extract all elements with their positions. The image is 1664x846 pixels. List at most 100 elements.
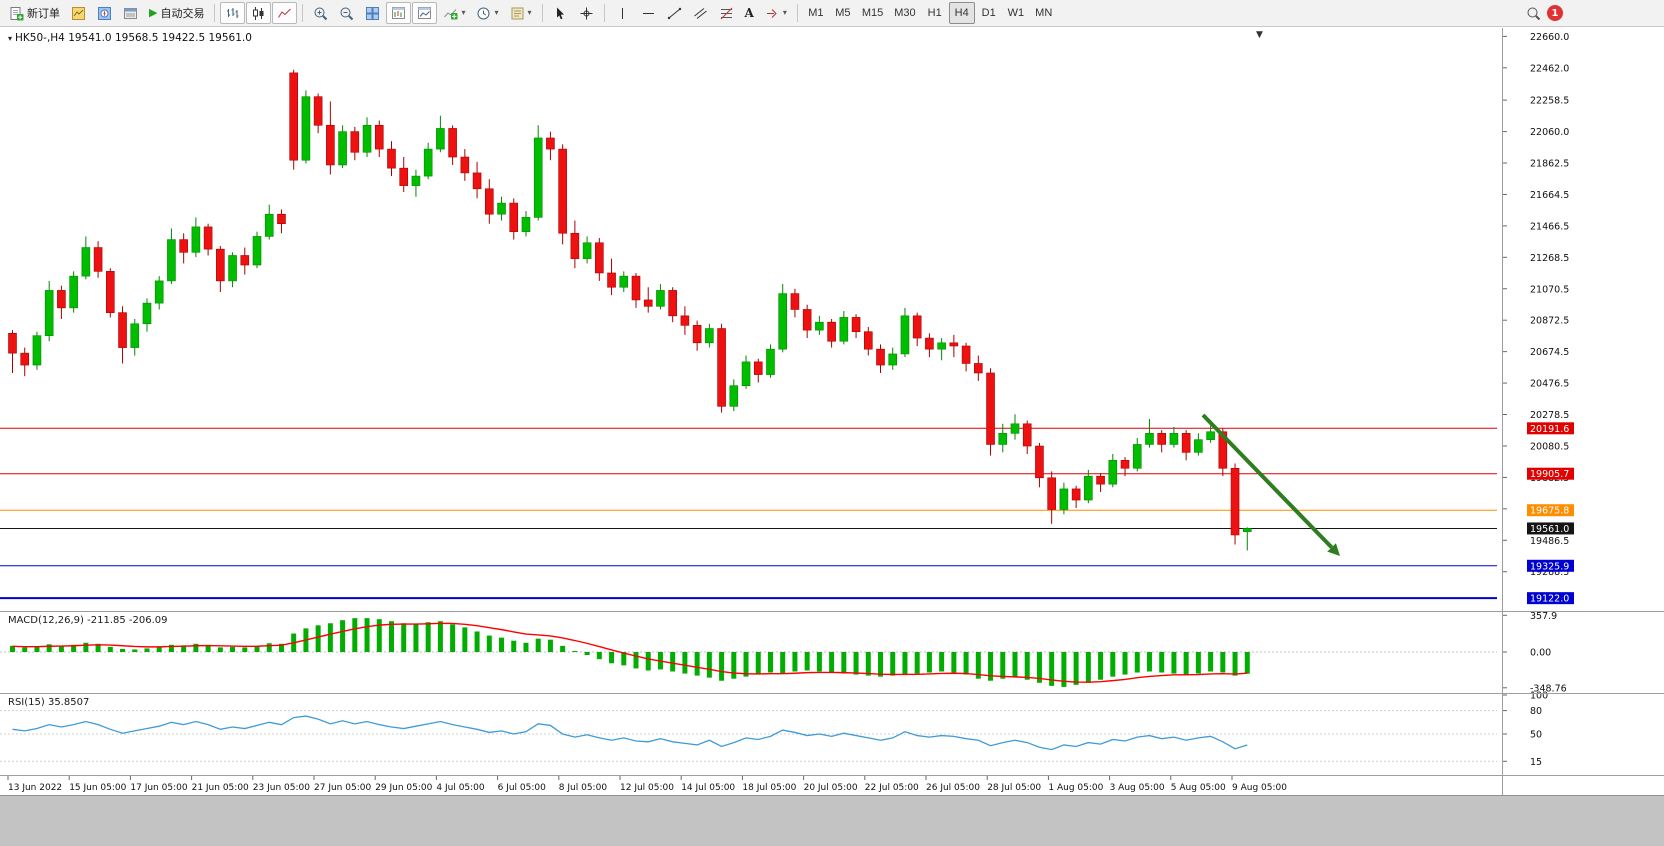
zoom-in-button[interactable] [308, 2, 333, 24]
svg-text:15 Jun 05:00: 15 Jun 05:00 [69, 783, 126, 793]
new-chart-icon [392, 6, 406, 19]
svg-text:20674.5: 20674.5 [1530, 347, 1569, 358]
chart-profile-icon [418, 6, 432, 19]
svg-text:100: 100 [1530, 691, 1548, 702]
svg-text:21070.5: 21070.5 [1530, 284, 1569, 295]
search-icon [1527, 7, 1541, 20]
timeframe-m1[interactable]: M1 [803, 2, 829, 24]
text-button[interactable]: A [740, 2, 759, 24]
svg-text:20 Jul 05:00: 20 Jul 05:00 [804, 783, 858, 793]
navigator-button[interactable] [92, 2, 117, 24]
svg-text:26 Jul 05:00: 26 Jul 05:00 [926, 783, 980, 793]
svg-text:5 Aug 05:00: 5 Aug 05:00 [1171, 783, 1226, 793]
svg-text:20476.5: 20476.5 [1530, 379, 1569, 390]
svg-text:9 Aug 05:00: 9 Aug 05:00 [1232, 783, 1287, 793]
svg-text:357.9: 357.9 [1530, 611, 1557, 622]
timeframe-h1[interactable]: H1 [922, 2, 948, 24]
market-watch-icon [72, 6, 85, 20]
zoom-in-icon [314, 7, 328, 20]
vertical-line-button[interactable] [610, 2, 635, 24]
timeframe-w1[interactable]: W1 [1003, 2, 1030, 24]
timeframe-m30[interactable]: M30 [889, 2, 920, 24]
indicators-button[interactable]: ▾ [438, 2, 470, 24]
indicators-icon [444, 8, 458, 19]
terminal-button[interactable] [118, 2, 143, 24]
timeframe-m5[interactable]: M5 [830, 2, 856, 24]
svg-text:22462.0: 22462.0 [1530, 63, 1569, 74]
new-chart-button[interactable] [386, 2, 412, 24]
price-axis[interactable] [1503, 28, 1664, 775]
svg-text:23 Jun 05:00: 23 Jun 05:00 [253, 783, 310, 793]
panel-separator[interactable] [0, 775, 1664, 776]
chevron-down-icon: ▾ [782, 8, 787, 17]
tile-windows-button[interactable] [360, 2, 385, 24]
svg-text:15: 15 [1530, 757, 1542, 768]
autotrade-button[interactable]: ▶ 自动交易 [144, 2, 209, 24]
toolbar-separator [302, 4, 304, 22]
terminal-icon [124, 7, 137, 19]
chart-title-text: HK50-,H4 19541.0 19568.5 19422.5 19561.0 [15, 32, 252, 44]
fibonacci-button[interactable] [714, 2, 739, 24]
toolbar-separator [214, 4, 216, 22]
chart-canvas[interactable]: 22660.0 22462.0 22258.5 22060.0 21862.5 21664… [0, 28, 1664, 795]
svg-text:20191.6: 20191.6 [1530, 424, 1569, 435]
zoom-out-button[interactable] [334, 2, 359, 24]
chart-ohlc-title: ▾ HK50-,H4 19541.0 19568.5 19422.5 19561.… [8, 32, 252, 44]
svg-text:29 Jun 05:00: 29 Jun 05:00 [375, 783, 432, 793]
svg-text:8 Jul 05:00: 8 Jul 05:00 [559, 783, 608, 793]
market-watch-button[interactable] [66, 2, 91, 24]
templates-icon [511, 7, 523, 19]
svg-text:20278.5: 20278.5 [1530, 410, 1569, 421]
bar-chart-button[interactable] [220, 2, 246, 24]
trendline-button[interactable] [662, 2, 687, 24]
svg-text:14 Jul 05:00: 14 Jul 05:00 [681, 783, 735, 793]
zoom-out-icon [340, 7, 354, 20]
shapes-button[interactable]: ▾ [760, 2, 792, 24]
svg-text:21 Jun 05:00: 21 Jun 05:00 [192, 783, 249, 793]
templates-button[interactable]: ▾ [505, 2, 537, 24]
svg-text:21268.5: 21268.5 [1530, 253, 1569, 264]
svg-text:50: 50 [1530, 730, 1542, 741]
svg-text:21664.5: 21664.5 [1530, 190, 1569, 201]
line-chart-button[interactable] [272, 2, 298, 24]
time-axis[interactable] [0, 776, 1502, 795]
svg-text:19486.5: 19486.5 [1530, 536, 1569, 547]
candlestick-icon [253, 6, 264, 20]
arrow-shape-icon [766, 8, 777, 18]
svg-text:19325.9: 19325.9 [1530, 561, 1569, 572]
autotrade-label: 自动交易 [160, 8, 205, 20]
crosshair-button[interactable] [574, 2, 599, 24]
channel-button[interactable] [688, 2, 713, 24]
search-button[interactable] [1521, 2, 1546, 24]
candlestick-chart-button[interactable] [246, 2, 272, 24]
timeframe-mn[interactable]: MN [1030, 2, 1057, 24]
timeframe-h4[interactable]: H4 [948, 2, 975, 24]
vertical-line-icon [621, 7, 623, 19]
notification-badge[interactable]: 1 [1547, 5, 1563, 21]
panel-separator[interactable] [0, 611, 1664, 612]
chart-region: 22660.0 22462.0 22258.5 22060.0 21862.5 21664… [0, 28, 1664, 795]
svg-text:13 Jun 2022: 13 Jun 2022 [8, 783, 62, 793]
chart-profile-button[interactable] [412, 2, 438, 24]
new-order-icon [10, 6, 24, 20]
timeframe-m15[interactable]: M15 [857, 2, 888, 24]
price-axis-separator [1502, 28, 1503, 795]
panel-separator[interactable] [0, 693, 1664, 694]
periods-button[interactable]: ▾ [471, 2, 503, 24]
crosshair-icon [580, 7, 593, 19]
new-order-button[interactable]: 新订单 [4, 2, 65, 24]
bar-chart-icon [227, 7, 239, 18]
cursor-button[interactable] [548, 2, 573, 24]
horizontal-line-button[interactable] [636, 2, 661, 24]
svg-text:0.00: 0.00 [1530, 648, 1551, 659]
toolbar-separator [603, 4, 605, 22]
symbol-marker-icon: ▾ [8, 34, 13, 43]
macd-indicator-label: MACD(12,26,9) -211.85 -206.09 [8, 615, 168, 626]
toolbar: 新订单 ▶ 自动交易 [0, 0, 1664, 27]
timeframe-d1[interactable]: D1 [976, 2, 1002, 24]
svg-text:18 Jul 05:00: 18 Jul 05:00 [742, 783, 796, 793]
svg-text:27 Jun 05:00: 27 Jun 05:00 [314, 783, 371, 793]
svg-text:21466.5: 21466.5 [1530, 221, 1569, 232]
chart-shift-marker-icon[interactable]: ▼ [1256, 30, 1263, 40]
svg-text:22660.0: 22660.0 [1530, 32, 1569, 43]
